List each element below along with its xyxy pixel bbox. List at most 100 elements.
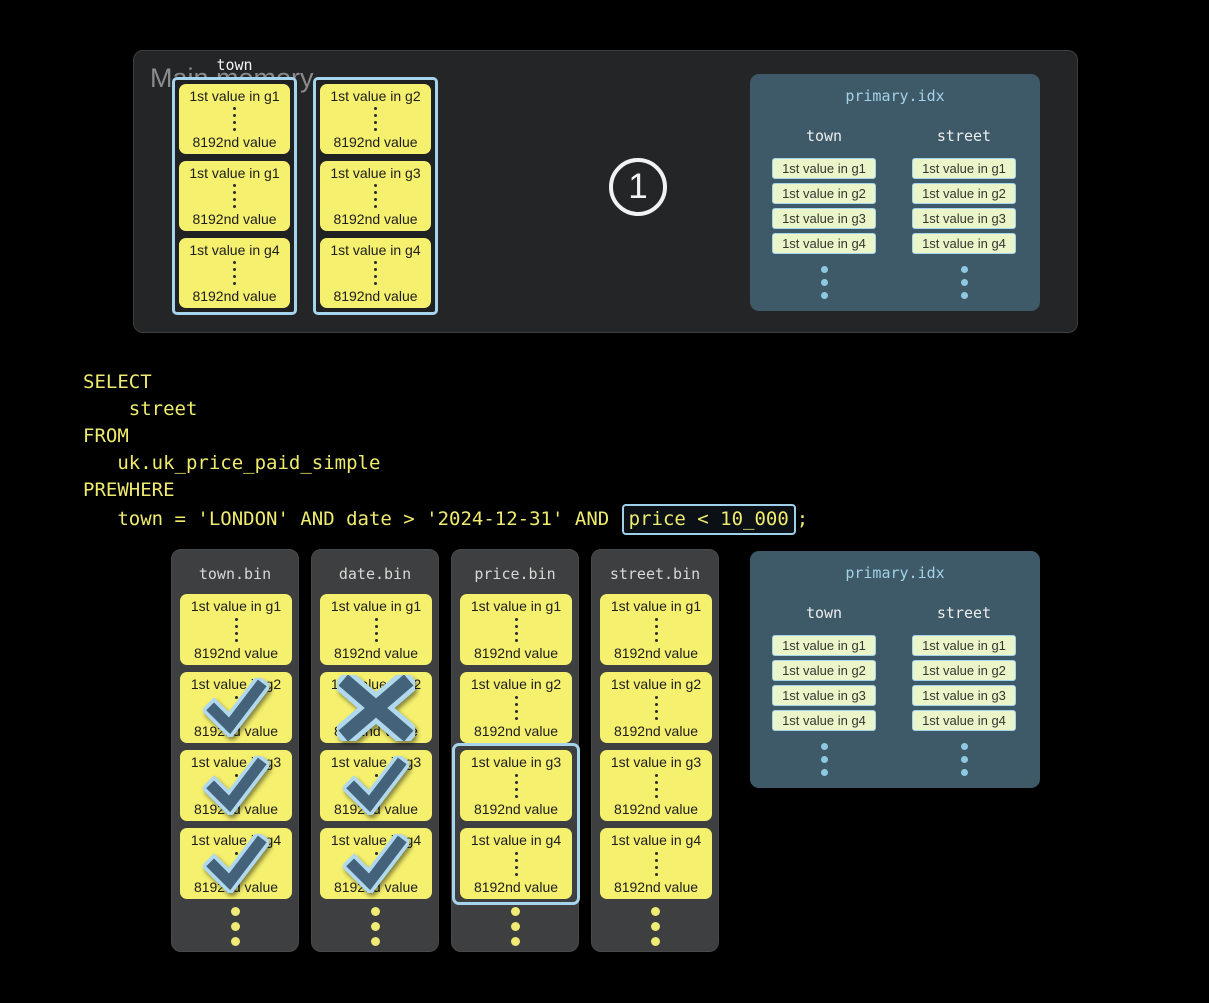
ellipsis-dots — [820, 743, 828, 776]
granule-last-value: 8192nd value — [333, 134, 418, 150]
ellipsis-dots — [960, 743, 968, 776]
granule-first-value: 1st value in g2 — [610, 676, 702, 692]
sql-line: street — [83, 398, 198, 420]
index-entry-pill: 1st value in g1 — [912, 158, 1016, 179]
bin-column-price: price.bin 1st value in g1 8192nd value 1… — [451, 549, 580, 952]
granule-block: 1st value in g1 8192nd value — [600, 594, 712, 665]
idx-column-town: town 1st value in g1 1st value in g2 1st… — [772, 604, 876, 776]
granule-block: 1st value in g2 8192nd value — [180, 672, 292, 743]
granule-block: 1st value in g3 8192nd value — [180, 750, 292, 821]
ellipsis-dots — [592, 907, 718, 946]
granule-block: 1st value in g4 8192nd value — [460, 828, 572, 899]
bin-column-street: street.bin 1st value in g1 8192nd value … — [591, 549, 719, 952]
granule-block: 1st value in g3 8192nd value — [600, 750, 712, 821]
granule-last-value: 8192nd value — [192, 288, 277, 304]
granule-last-value: 8192nd value — [193, 645, 279, 661]
ellipsis-dots — [514, 617, 518, 642]
selected-granules-outline — [452, 743, 580, 905]
ellipsis-dots — [514, 695, 518, 720]
bin-column-town: town.bin 1st value in g1 8192nd value 1s… — [171, 549, 299, 952]
granule-block: 1st value in g2 8192nd value — [320, 84, 431, 154]
idx-column-label: street — [936, 127, 992, 145]
granule-last-value: 8192nd value — [473, 645, 559, 661]
granule-first-value: 1st value in g1 — [610, 598, 702, 614]
sql-line: PREWHERE — [83, 479, 175, 501]
sql-query: SELECT street FROM uk.uk_price_paid_simp… — [83, 369, 809, 535]
ellipsis-dots — [233, 184, 236, 208]
index-entry-pill: 1st value in g3 — [772, 208, 876, 229]
index-entry-pill: 1st value in g1 — [912, 635, 1016, 656]
index-entry-pill: 1st value in g2 — [772, 183, 876, 204]
idx-column-street: street 1st value in g1 1st value in g2 1… — [912, 604, 1016, 776]
index-entry-pill: 1st value in g2 — [912, 660, 1016, 681]
granule-block: 1st value in g3 8192nd value — [320, 750, 432, 821]
granule-block: 1st value in g1 8192nd value — [320, 594, 432, 665]
bin-column-date: date.bin 1st value in g1 8192nd value 1s… — [311, 549, 439, 952]
granule-check-icon — [320, 828, 432, 899]
granule-first-value: 1st value in g1 — [330, 598, 422, 614]
granule-block: 1st value in g3 8192nd value — [460, 750, 572, 821]
ellipsis-dots — [234, 617, 238, 642]
sql-line: uk.uk_price_paid_simple — [83, 452, 381, 474]
granule-check-icon — [180, 828, 292, 899]
granule-block: 1st value in g2 8192nd value — [600, 672, 712, 743]
ellipsis-dots — [960, 266, 968, 299]
ellipsis-dots — [654, 617, 658, 642]
memory-granule-stack-right: 1st value in g2 8192nd value 1st value i… — [313, 77, 438, 315]
granule-block: 1st value in g2 8192nd value — [460, 672, 572, 743]
idx-column-label: street — [936, 604, 992, 622]
idx-column-street: street 1st value in g1 1st value in g2 1… — [912, 127, 1016, 299]
granule-last-value: 8192nd value — [333, 288, 418, 304]
ellipsis-dots — [374, 107, 377, 131]
sql-terminator: ; — [796, 508, 809, 530]
granule-first-value: 1st value in g3 — [610, 754, 702, 770]
granule-last-value: 8192nd value — [613, 645, 699, 661]
granule-block: 1st value in g1 8192nd value — [179, 84, 290, 154]
ellipsis-dots — [233, 107, 236, 131]
index-entry-pill: 1st value in g4 — [772, 710, 876, 731]
index-entry-pill: 1st value in g2 — [912, 183, 1016, 204]
bin-column-header: price.bin — [474, 565, 556, 583]
memory-column-label-town: town — [216, 56, 253, 74]
granule-first-value: 1st value in g4 — [189, 242, 280, 258]
ellipsis-dots — [374, 617, 378, 642]
granule-block: 1st value in g1 8192nd value — [460, 594, 572, 665]
bin-column-header: date.bin — [338, 565, 412, 583]
granule-first-value: 1st value in g1 — [189, 165, 280, 181]
ellipsis-dots — [654, 773, 658, 798]
sql-prewhere-line: town = 'LONDON' AND date > '2024-12-31' … — [83, 504, 809, 535]
granule-check-icon — [320, 750, 432, 821]
granule-last-value: 8192nd value — [192, 211, 277, 227]
granule-block: 1st value in g4 8192nd value — [320, 828, 432, 899]
ellipsis-dots — [312, 907, 438, 946]
primary-idx-title: primary.idx — [845, 87, 945, 105]
granule-first-value: 1st value in g1 — [470, 598, 562, 614]
granule-block: 1st value in g4 8192nd value — [180, 828, 292, 899]
granule-last-value: 8192nd value — [473, 879, 559, 895]
ellipsis-dots — [514, 851, 518, 876]
granule-first-value: 1st value in g1 — [189, 88, 280, 104]
idx-column-label: town — [805, 604, 843, 622]
granule-check-icon — [180, 672, 292, 743]
index-entry-pill: 1st value in g2 — [772, 660, 876, 681]
ellipsis-dots — [374, 261, 377, 285]
granule-last-value: 8192nd value — [192, 134, 277, 150]
granule-x-icon — [320, 672, 432, 743]
granule-block: 1st value in g2 8192nd value — [320, 672, 432, 743]
ellipsis-dots — [172, 907, 298, 946]
idx-column-label: town — [805, 127, 843, 145]
ellipsis-dots — [374, 184, 377, 208]
granule-last-value: 8192nd value — [613, 801, 699, 817]
granule-first-value: 1st value in g4 — [610, 832, 702, 848]
granule-last-value: 8192nd value — [333, 211, 418, 227]
granule-block: 1st value in g1 8192nd value — [180, 594, 292, 665]
index-entry-pill: 1st value in g3 — [912, 208, 1016, 229]
granule-block: 1st value in g4 8192nd value — [320, 238, 431, 308]
index-entry-pill: 1st value in g3 — [912, 685, 1016, 706]
memory-granule-stack-left: 1st value in g1 8192nd value 1st value i… — [172, 77, 297, 315]
ellipsis-dots — [654, 695, 658, 720]
granule-first-value: 1st value in g4 — [470, 832, 562, 848]
granule-block: 1st value in g4 8192nd value — [600, 828, 712, 899]
granule-last-value: 8192nd value — [333, 645, 419, 661]
